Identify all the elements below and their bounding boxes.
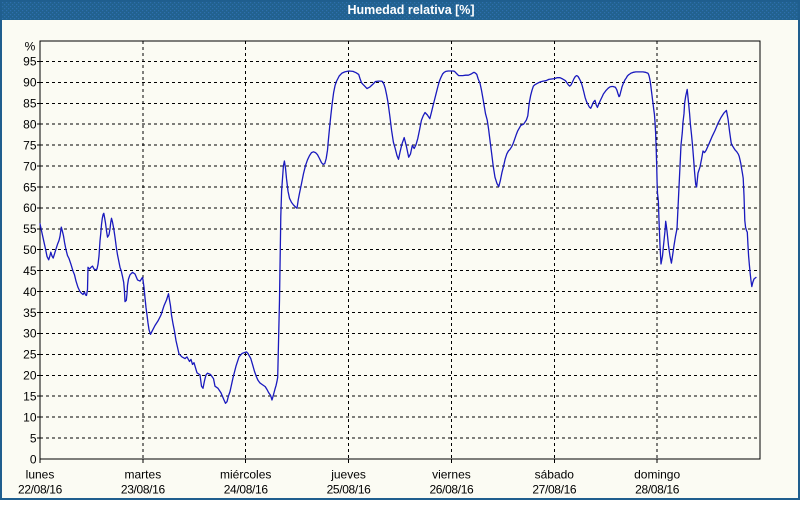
svg-text:75: 75 xyxy=(23,138,37,152)
svg-text:22/08/16: 22/08/16 xyxy=(18,483,63,497)
svg-text:90: 90 xyxy=(23,76,37,90)
svg-text:viernes: viernes xyxy=(432,468,471,482)
svg-text:20: 20 xyxy=(23,369,37,383)
svg-text:50: 50 xyxy=(23,243,37,257)
svg-text:23/08/16: 23/08/16 xyxy=(121,483,166,497)
svg-text:28/08/16: 28/08/16 xyxy=(635,483,680,497)
svg-text:70: 70 xyxy=(23,159,37,173)
svg-text:85: 85 xyxy=(23,97,37,111)
svg-text:35: 35 xyxy=(23,306,37,320)
svg-text:27/08/16: 27/08/16 xyxy=(532,483,577,497)
svg-text:65: 65 xyxy=(23,180,37,194)
svg-text:0: 0 xyxy=(30,452,37,466)
svg-text:lunes: lunes xyxy=(26,468,55,482)
svg-text:55: 55 xyxy=(23,222,37,236)
svg-text:%: % xyxy=(25,40,36,54)
svg-text:26/08/16: 26/08/16 xyxy=(429,483,474,497)
svg-text:60: 60 xyxy=(23,201,37,215)
svg-text:sábado: sábado xyxy=(535,468,575,482)
svg-text:40: 40 xyxy=(23,285,37,299)
svg-text:25: 25 xyxy=(23,348,37,362)
svg-text:martes: martes xyxy=(125,468,162,482)
svg-text:5: 5 xyxy=(30,431,37,445)
svg-text:15: 15 xyxy=(23,390,37,404)
svg-text:30: 30 xyxy=(23,327,37,341)
svg-text:25/08/16: 25/08/16 xyxy=(327,483,372,497)
svg-text:95: 95 xyxy=(23,55,37,69)
svg-text:24/08/16: 24/08/16 xyxy=(224,483,269,497)
svg-text:80: 80 xyxy=(23,117,37,131)
svg-text:domingo: domingo xyxy=(634,468,680,482)
svg-text:jueves: jueves xyxy=(330,468,366,482)
svg-text:miércoles: miércoles xyxy=(220,468,271,482)
svg-text:10: 10 xyxy=(23,410,37,424)
svg-text:45: 45 xyxy=(23,264,37,278)
svg-text:Humedad relativa [%]: Humedad relativa [%] xyxy=(347,3,474,17)
